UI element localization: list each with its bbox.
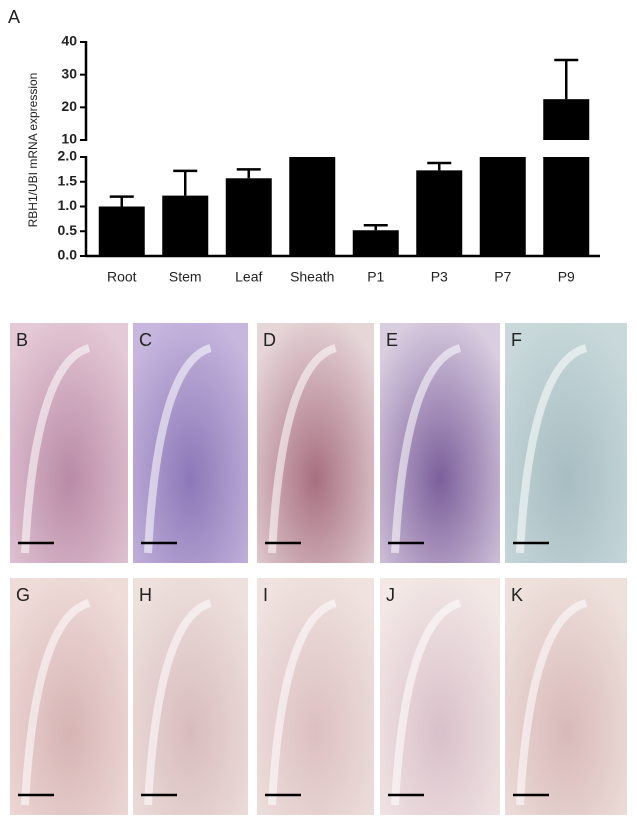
y-tick-label: 0.0 <box>58 247 78 263</box>
x-tick-label: P1 <box>367 269 384 285</box>
panel-label: C <box>139 330 152 350</box>
bar <box>543 99 590 140</box>
panel-label: F <box>511 330 522 350</box>
y-axis-label: RBH1/UBI mRNA expression <box>26 73 40 228</box>
x-tick-label: P9 <box>558 269 575 285</box>
panel-label: E <box>386 330 398 350</box>
bar <box>416 170 463 256</box>
tissue-outline <box>391 344 462 554</box>
panel-label: D <box>263 330 276 350</box>
x-tick-label: Stem <box>169 269 202 285</box>
panel-label: J <box>386 585 395 605</box>
bar <box>162 195 209 256</box>
bar <box>225 178 272 256</box>
y2-tick-label: 20 <box>61 98 77 114</box>
y-tick-label: 1.0 <box>58 197 78 213</box>
y2-tick-label: 10 <box>61 131 77 147</box>
bar <box>479 157 526 256</box>
tissue-outline <box>516 344 588 554</box>
tissue-outline <box>391 599 462 806</box>
x-tick-label: P7 <box>494 269 511 285</box>
y-tick-label: 2.0 <box>58 148 78 164</box>
panel-label: H <box>139 585 152 605</box>
x-tick-label: Sheath <box>290 269 334 285</box>
tissue-outline <box>144 599 212 806</box>
panel-label: G <box>16 585 30 605</box>
x-tick-label: Leaf <box>235 269 262 285</box>
bar <box>289 157 336 256</box>
panel-label: K <box>511 585 523 605</box>
tissue-outline <box>516 599 588 806</box>
bar <box>543 157 590 256</box>
y2-tick-label: 40 <box>61 33 77 49</box>
bar <box>352 230 399 256</box>
tissue-outline <box>21 599 91 806</box>
panel-label: B <box>16 330 28 350</box>
x-tick-label: Root <box>107 269 137 285</box>
y2-tick-label: 30 <box>61 65 77 81</box>
tissue-outline <box>268 599 337 806</box>
bar <box>98 206 145 256</box>
tissue-outline <box>21 344 91 554</box>
panel-label: I <box>263 585 268 605</box>
y-tick-label: 1.5 <box>58 172 78 188</box>
x-tick-label: P3 <box>431 269 448 285</box>
tissue-outline <box>268 344 337 554</box>
panel-label: A <box>8 7 20 27</box>
y-tick-label: 0.5 <box>58 222 78 238</box>
tissue-outline <box>144 344 212 554</box>
